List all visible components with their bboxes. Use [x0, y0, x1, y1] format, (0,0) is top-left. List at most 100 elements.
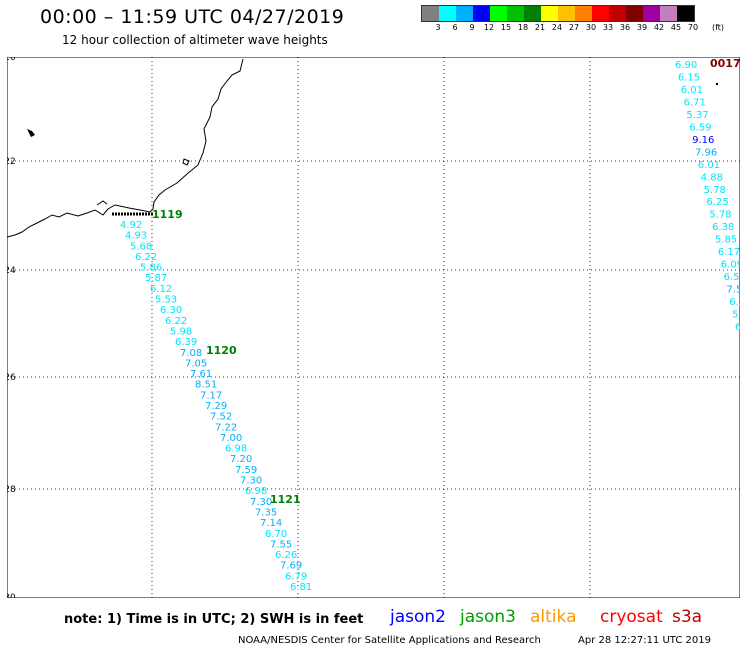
- pass-time-label: 1121: [270, 493, 301, 506]
- legend-swatch: [507, 6, 524, 21]
- wave-height-value: 6.01: [681, 85, 703, 96]
- legend-swatch: [575, 6, 592, 21]
- wave-height-value: 6.15: [678, 72, 700, 83]
- wave-height-value: 7.59: [235, 465, 257, 476]
- legend-swatch: [541, 6, 558, 21]
- wave-height-value: 6.98: [225, 444, 247, 455]
- wave-height-value: 6.81: [290, 582, 312, 593]
- legend-label: 39: [636, 23, 648, 32]
- pass-time-label: 0017: [710, 57, 740, 70]
- pass-time-label: 1120: [206, 344, 237, 357]
- legend-label: 30: [585, 23, 597, 32]
- credit-line: NOAA/NESDIS Center for Satellite Applica…: [238, 635, 541, 646]
- wave-height-value: 4.92: [120, 220, 142, 231]
- wave-height-value: 6.30: [160, 305, 182, 316]
- legend-label: 24: [551, 23, 563, 32]
- wave-height-value: 6.79: [285, 571, 307, 582]
- wave-height-value: 8.51: [195, 380, 217, 391]
- wave-height-value: 7.35: [255, 507, 277, 518]
- coastline: [7, 58, 244, 238]
- legend-swatch: [422, 6, 439, 21]
- legend-label: 45: [670, 23, 682, 32]
- wave-height-value: 4.88: [701, 172, 723, 183]
- wave-height-value: 6.12: [150, 284, 172, 295]
- wave-height-value: 5.86: [140, 263, 162, 274]
- wave-height-value: 7.69: [280, 561, 302, 572]
- legend-swatch: [524, 6, 541, 21]
- legend-swatch: [609, 6, 626, 21]
- satellite-jason2: jason2: [390, 607, 446, 627]
- wave-height-value: 7.30: [240, 476, 262, 487]
- color-legend: [421, 5, 695, 22]
- wave-height-value: 7.30: [250, 497, 272, 508]
- wave-height-value: 7.08: [180, 348, 202, 359]
- lat-tick: -24: [7, 266, 16, 276]
- wave-height-value: 7.61: [190, 369, 212, 380]
- footer-note: note: 1) Time is in UTC; 2) SWH is in fe…: [64, 612, 364, 627]
- map-subtitle: 12 hour collection of altimeter wave hei…: [62, 33, 328, 47]
- lat-tick: -22: [7, 157, 16, 167]
- wave-height-value: 5.85: [715, 235, 737, 246]
- wave-height-value: 7.29: [205, 401, 227, 412]
- wave-height-value: 6.25: [706, 197, 728, 208]
- wave-height-value: 5.98: [170, 326, 192, 337]
- wave-height-value: 6.59: [689, 122, 711, 133]
- satellite-altika: altika: [530, 607, 577, 627]
- wave-height-value: 6.26: [275, 550, 297, 561]
- wave-height-value: 7.00: [220, 433, 242, 444]
- wave-height-value: 6.09: [721, 260, 740, 271]
- wave-height-value: 5.68: [130, 241, 152, 252]
- wave-height-value: 5.37: [686, 110, 708, 121]
- legend-label: 21: [534, 23, 546, 32]
- legend-label: 27: [568, 23, 580, 32]
- legend-swatch: [456, 6, 473, 21]
- wave-height-value: 6.98: [245, 486, 267, 497]
- generated-timestamp: Apr 28 12:27:11 UTC 2019: [578, 635, 711, 646]
- legend-label: 42: [653, 23, 665, 32]
- lat-tick: -28: [7, 485, 16, 495]
- wave-height-value: 6.22: [135, 252, 157, 263]
- wave-height-value: 5.78: [704, 185, 726, 196]
- legend-swatch: [473, 6, 490, 21]
- legend-label: 36: [619, 23, 631, 32]
- wave-height-value: 7.05: [185, 358, 207, 369]
- wave-height-value: 7.5: [726, 285, 740, 296]
- wave-height-value: 7.22: [215, 422, 237, 433]
- legend-swatch: [643, 6, 660, 21]
- legend-swatch: [677, 6, 694, 21]
- map-title: 00:00 – 11:59 UTC 04/27/2019: [40, 6, 345, 28]
- wave-height-value: 7.17: [200, 390, 222, 401]
- wave-height-value: 7.55: [270, 539, 292, 550]
- wave-height-value: 6.01: [698, 160, 720, 171]
- wave-height-value: 6.2: [729, 297, 740, 308]
- satellite-jason3: jason3: [460, 607, 516, 627]
- legend-unit: (ft): [712, 23, 725, 32]
- wave-height-value: 5: [732, 310, 738, 321]
- legend-swatch: [626, 6, 643, 21]
- wave-height-value: 9.16: [692, 135, 714, 146]
- legend-swatch: [592, 6, 609, 21]
- wave-height-value: 6.17: [718, 247, 740, 258]
- wave-height-value: 6: [735, 322, 740, 333]
- legend-label: 12: [483, 23, 495, 32]
- lat-tick: -20: [7, 57, 16, 63]
- legend-label: 33: [602, 23, 614, 32]
- wave-height-value: 4.93: [125, 231, 147, 242]
- legend-swatch: [558, 6, 575, 21]
- lat-tick: -30: [7, 593, 16, 598]
- lat-tick: -26: [7, 373, 16, 383]
- wave-height-value: 6.71: [684, 97, 706, 108]
- wave-height-value: 7.14: [260, 518, 282, 529]
- legend-label: 15: [500, 23, 512, 32]
- wave-height-value: 6.90: [675, 60, 697, 71]
- wave-height-value: 7.96: [695, 147, 717, 158]
- legend-swatch: [439, 6, 456, 21]
- wave-height-value: 7.52: [210, 412, 232, 423]
- wave-height-value: 6.70: [265, 529, 287, 540]
- legend-label: 70: [687, 23, 699, 32]
- pass-time-label: 1119: [152, 208, 183, 221]
- legend-swatch: [490, 6, 507, 21]
- wave-height-value: 7.20: [230, 454, 252, 465]
- wave-height-value: 6.39: [175, 337, 197, 348]
- legend-label: 9: [469, 23, 475, 32]
